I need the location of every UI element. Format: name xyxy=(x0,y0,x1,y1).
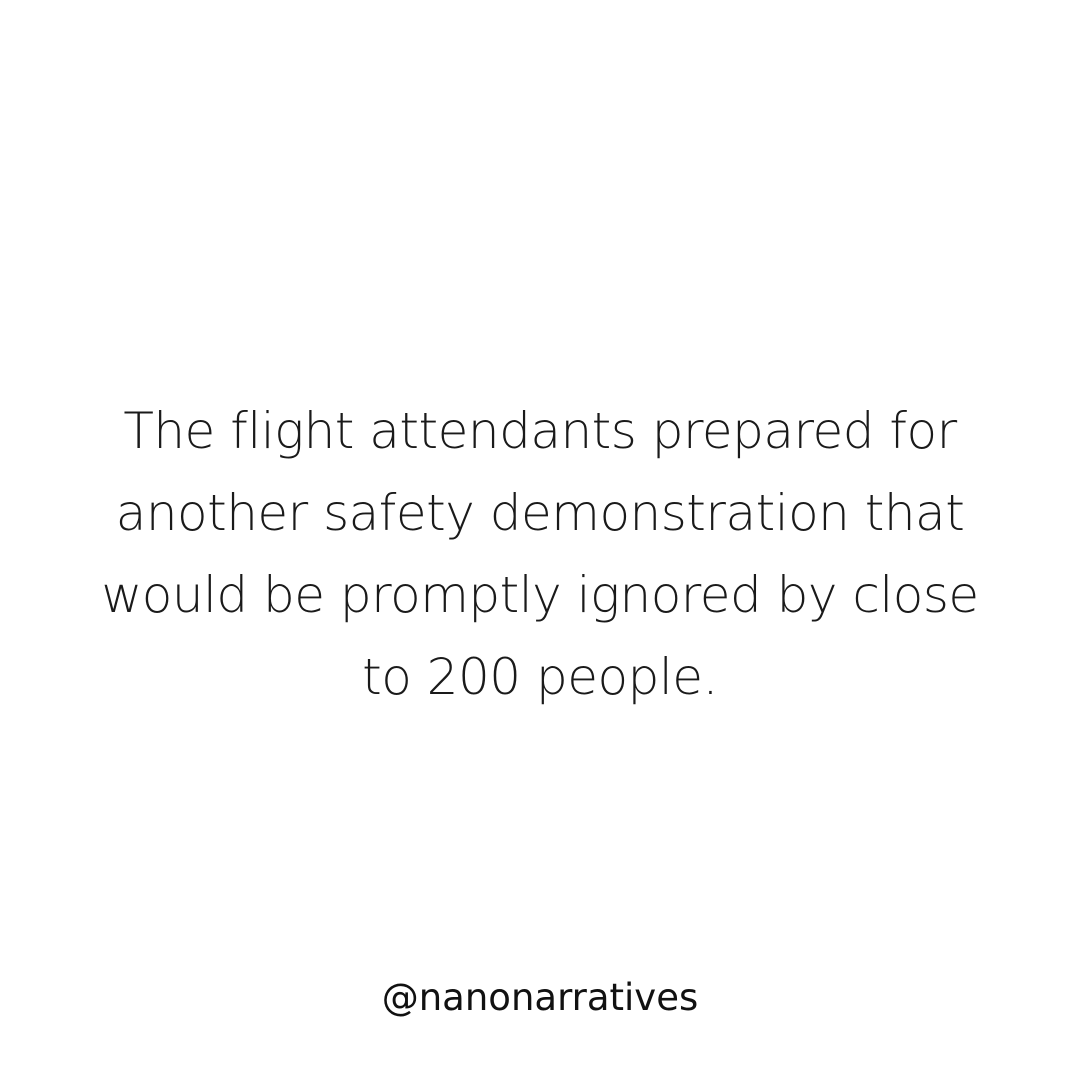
story-line: The flight attendants prepared for xyxy=(60,390,1020,472)
author-handle: @nanonarratives xyxy=(0,973,1080,1023)
story-line: would be promptly ignored by close xyxy=(60,554,1020,636)
story-line: to 200 people. xyxy=(60,636,1020,718)
story-text: The flight attendants prepared for anoth… xyxy=(60,390,1020,718)
story-line: another safety demonstration that xyxy=(60,472,1020,554)
